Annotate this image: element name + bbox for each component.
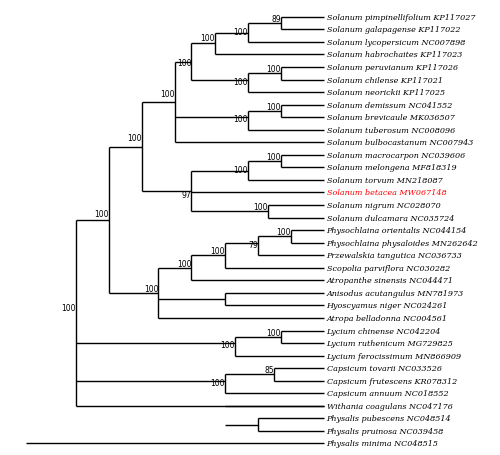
Text: 97: 97: [182, 190, 192, 199]
Text: Physalis minima NC048515: Physalis minima NC048515: [326, 440, 438, 447]
Text: Capsicum tovarii NC033526: Capsicum tovarii NC033526: [326, 364, 442, 372]
Text: 85: 85: [264, 366, 274, 374]
Text: 100: 100: [94, 209, 108, 218]
Text: Physochlaina orientalis NC044154: Physochlaina orientalis NC044154: [326, 227, 467, 235]
Text: 100: 100: [177, 59, 192, 68]
Text: Atropa belladonna NC004561: Atropa belladonna NC004561: [326, 314, 448, 322]
Text: Capsicum annuum NC018552: Capsicum annuum NC018552: [326, 389, 448, 397]
Text: 100: 100: [210, 247, 224, 256]
Text: 100: 100: [253, 203, 268, 212]
Text: 100: 100: [210, 378, 224, 387]
Text: Solanum brevicaule MK036507: Solanum brevicaule MK036507: [326, 114, 454, 122]
Text: Atropanthe sinensis NC044471: Atropanthe sinensis NC044471: [326, 277, 454, 285]
Text: Physalis pubescens NC048514: Physalis pubescens NC048514: [326, 415, 451, 422]
Text: 100: 100: [266, 328, 281, 337]
Text: 100: 100: [160, 90, 175, 99]
Text: 89: 89: [272, 15, 281, 24]
Text: Anisodus acutangulus MN781973: Anisodus acutangulus MN781973: [326, 289, 464, 297]
Text: 100: 100: [220, 341, 234, 349]
Text: Solanum pimpinellifolium KP117027: Solanum pimpinellifolium KP117027: [326, 14, 475, 22]
Text: Solanum betacea MW067148: Solanum betacea MW067148: [326, 189, 446, 197]
Text: Scopolia parviflora NC030282: Scopolia parviflora NC030282: [326, 264, 450, 272]
Text: 100: 100: [266, 103, 281, 111]
Text: 100: 100: [266, 65, 281, 74]
Text: Physalis pruinosa NC039458: Physalis pruinosa NC039458: [326, 427, 444, 435]
Text: 100: 100: [177, 259, 192, 268]
Text: Solanum melongena MF818319: Solanum melongena MF818319: [326, 164, 456, 172]
Text: Withania coagulans NC047176: Withania coagulans NC047176: [326, 402, 452, 410]
Text: 100: 100: [276, 228, 291, 237]
Text: 100: 100: [144, 284, 158, 293]
Text: Lycium ruthenicum MG729825: Lycium ruthenicum MG729825: [326, 339, 454, 347]
Text: 100: 100: [61, 303, 76, 312]
Text: Solanum dulcamara NC035724: Solanum dulcamara NC035724: [326, 214, 454, 222]
Text: Solanum torvum MN218087: Solanum torvum MN218087: [326, 177, 442, 185]
Text: Solanum galapagense KP117022: Solanum galapagense KP117022: [326, 26, 460, 34]
Text: 100: 100: [234, 28, 248, 36]
Text: Lycium ferocissimum MN866909: Lycium ferocissimum MN866909: [326, 352, 462, 360]
Text: 100: 100: [266, 153, 281, 162]
Text: Capsicum frutescens KR078312: Capsicum frutescens KR078312: [326, 377, 457, 385]
Text: Przewalskia tangutica NC036733: Przewalskia tangutica NC036733: [326, 252, 462, 260]
Text: Solanum peruvianum KP117026: Solanum peruvianum KP117026: [326, 64, 458, 72]
Text: Physochlaina physaloides MN262642: Physochlaina physaloides MN262642: [326, 239, 478, 247]
Text: 100: 100: [234, 115, 248, 124]
Text: Hyoscyamus niger NC024261: Hyoscyamus niger NC024261: [326, 302, 448, 310]
Text: Solanum lycopersicum NC007898: Solanum lycopersicum NC007898: [326, 39, 465, 47]
Text: Solanum bulbocastanum NC007943: Solanum bulbocastanum NC007943: [326, 139, 473, 147]
Text: 100: 100: [128, 134, 142, 143]
Text: 100: 100: [200, 34, 214, 43]
Text: Solanum neorickii KP117025: Solanum neorickii KP117025: [326, 89, 444, 97]
Text: 100: 100: [234, 78, 248, 86]
Text: Solanum demissum NC041552: Solanum demissum NC041552: [326, 101, 452, 109]
Text: Solanum nigrum NC028070: Solanum nigrum NC028070: [326, 202, 440, 210]
Text: Solanum chilense KP117021: Solanum chilense KP117021: [326, 76, 442, 84]
Text: Solanum tuberosum NC008096: Solanum tuberosum NC008096: [326, 126, 455, 135]
Text: Solanum macrocarpon NC039606: Solanum macrocarpon NC039606: [326, 152, 465, 160]
Text: 79: 79: [248, 240, 258, 249]
Text: Solanum habrochaites KP117023: Solanum habrochaites KP117023: [326, 51, 462, 59]
Text: 100: 100: [234, 165, 248, 174]
Text: Lycium chinense NC042204: Lycium chinense NC042204: [326, 327, 441, 335]
